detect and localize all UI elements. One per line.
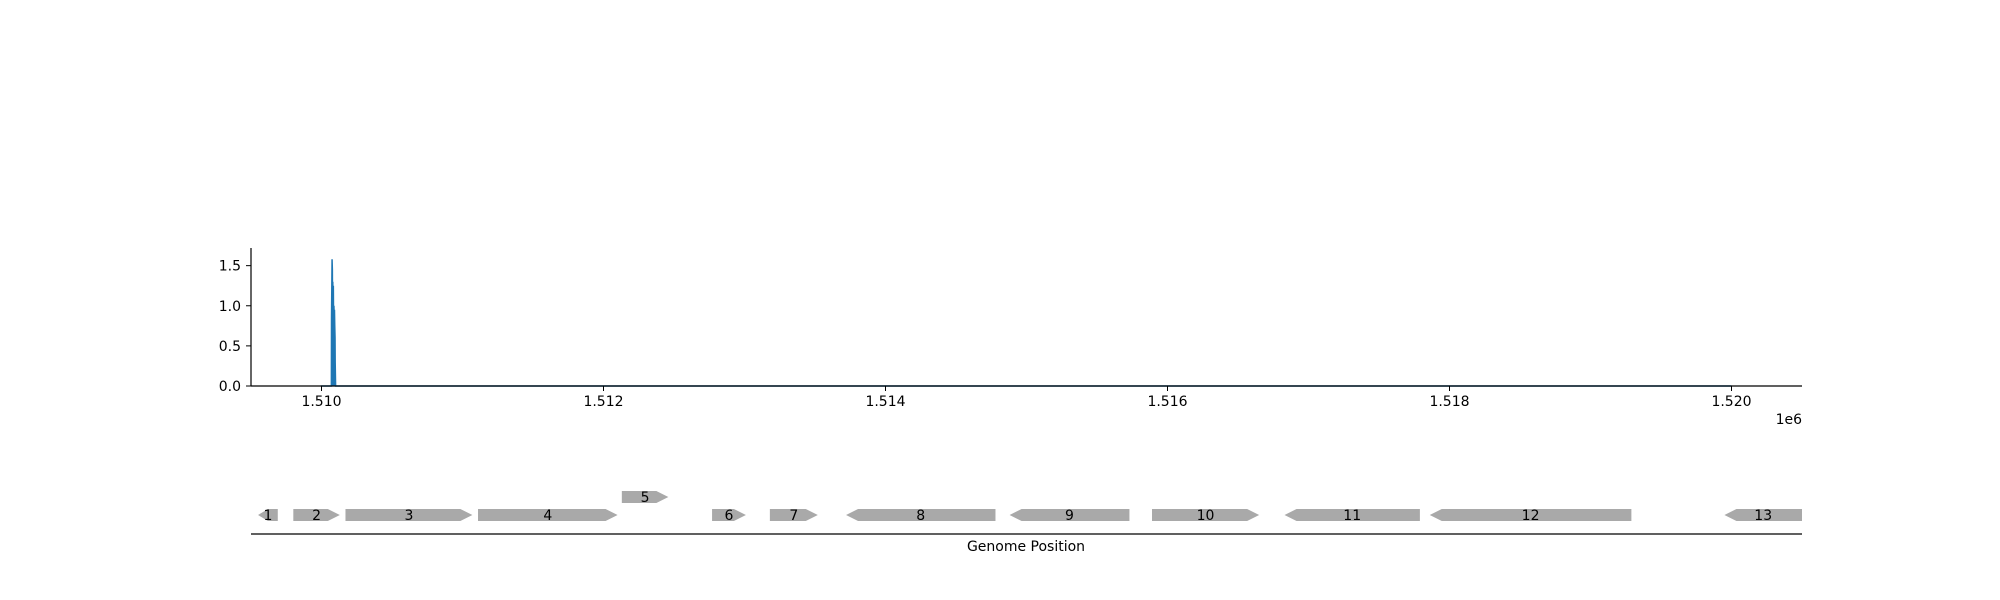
gene-arrow-12 <box>1429 509 1632 521</box>
gene-label-10: 10 <box>1197 508 1215 524</box>
y-tick-label: 1.0 <box>219 299 241 315</box>
x-tick-label: 1.518 <box>1429 394 1469 410</box>
gene-group: 1 2 3 456 7 8 9 10 11 12 13 <box>258 490 1802 524</box>
gene-label-11: 11 <box>1343 508 1361 524</box>
coverage-panel: 0.00.51.01.5 1.510 1.512 1.514 1.516 1.518 1.… <box>219 248 1802 428</box>
x-tick-label: 1.510 <box>301 394 341 410</box>
gene-label-8: 8 <box>916 508 925 524</box>
gene-arrow-3 <box>345 509 473 521</box>
y-tick-label: 1.5 <box>219 259 241 275</box>
y-tick-label: 0.0 <box>219 379 241 395</box>
gene-arrow-2 <box>293 509 340 521</box>
coverage-line-series-0 <box>320 259 1732 387</box>
gene-arrow-13 <box>1724 509 1802 521</box>
gene-arrow-1 <box>258 509 278 521</box>
x-tick-label: 1.514 <box>865 394 905 410</box>
gene-label-1: 1 <box>263 508 272 524</box>
coverage-series-group <box>320 259 1732 387</box>
gene-label-3: 3 <box>404 508 413 524</box>
x-tick-label: 1.520 <box>1711 394 1751 410</box>
gene-track-panel: 1 2 3 456 7 8 9 10 11 12 13 Genome Position <box>251 490 1802 555</box>
gene-label-6: 6 <box>725 508 734 524</box>
gene-label-2: 2 <box>312 508 321 524</box>
gene-label-13: 13 <box>1754 508 1772 524</box>
gene-label-7: 7 <box>789 508 798 524</box>
gene-track-x-axis-label: Genome Position <box>967 539 1085 555</box>
gene-arrow-7 <box>769 509 818 521</box>
coverage-area-series-0 <box>320 259 1732 386</box>
gene-arrow-9 <box>1009 509 1130 521</box>
x-tick-label: 1.516 <box>1147 394 1187 410</box>
y-tick-label: 0.5 <box>219 339 241 355</box>
x-tick-label: 1.512 <box>583 394 623 410</box>
gene-arrow-5 <box>621 491 669 503</box>
gene-label-5: 5 <box>641 490 650 506</box>
gene-label-12: 12 <box>1522 508 1540 524</box>
gene-arrow-6 <box>712 509 746 521</box>
gene-arrow-4 <box>478 509 618 521</box>
x-offset-text: 1e6 <box>1776 412 1803 428</box>
gene-arrow-11 <box>1284 509 1420 521</box>
x-tick-group: 1.510 1.512 1.514 1.516 1.518 1.520 <box>301 386 1752 410</box>
gene-arrow-10 <box>1151 509 1260 521</box>
gene-label-4: 4 <box>543 508 552 524</box>
y-tick-group: 0.0 0.5 1.0 1.5 <box>219 259 251 395</box>
gene-label-9: 9 <box>1065 508 1074 524</box>
gene-arrow-8 <box>846 509 996 521</box>
